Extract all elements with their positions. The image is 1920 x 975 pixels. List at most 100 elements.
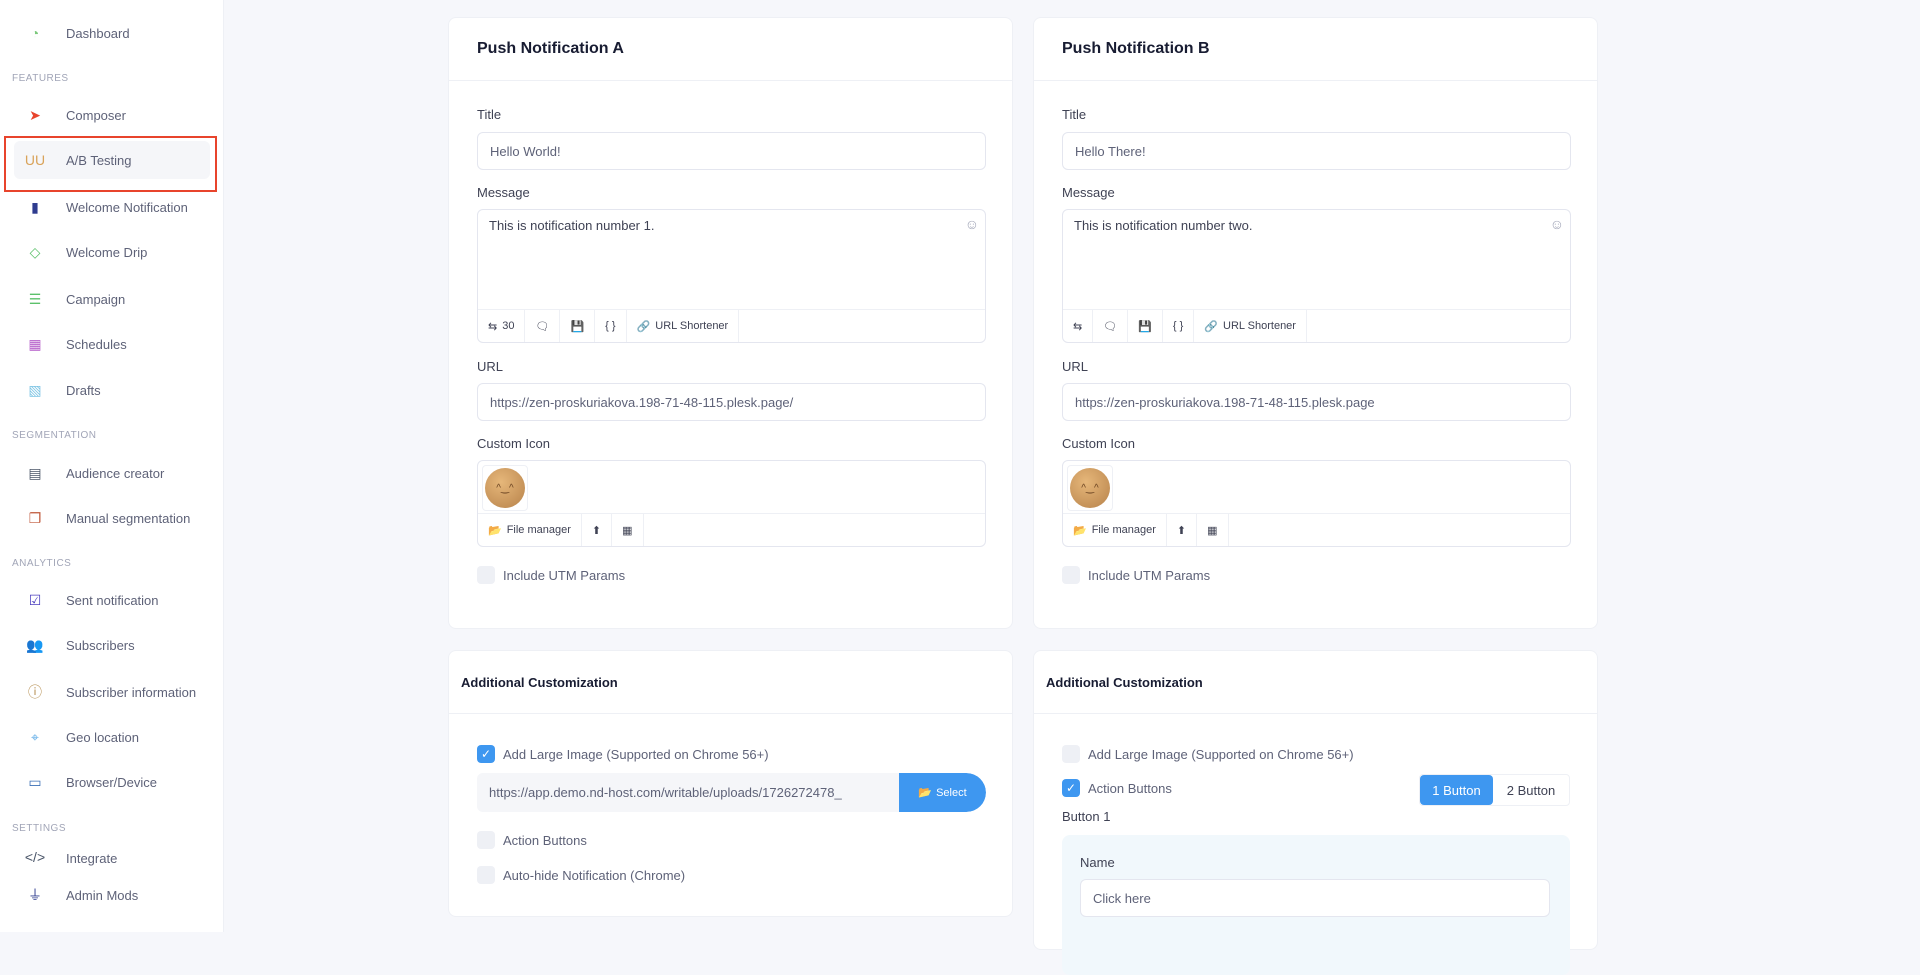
emoji-icon[interactable]: ☺ [1549,216,1564,232]
url-input[interactable]: https://zen-proskuriakova.198-71-48-115.… [477,383,986,421]
section-analytics: ANALYTICS [12,558,72,569]
browser-icon: ▭ [28,773,42,790]
segment-icon: ❐ [28,509,42,526]
sidebar-item-drafts[interactable]: ▧ Drafts [14,371,210,409]
sidebar-item-geo-location[interactable]: ⌖ Geo location [14,718,210,756]
comment-button[interactable]: 🗨 [1093,310,1129,342]
auto-hide-checkbox[interactable]: Auto-hide Notification (Chrome) [477,866,685,884]
sidebar-item-welcome-notification[interactable]: ▮ Welcome Notification [14,188,210,226]
title-input[interactable]: Hello World! [477,132,986,170]
additional-customization-a: Additional Customization ✓ Add Large Imag… [448,650,1013,917]
sidebar-item-welcome-drip[interactable]: ◇ Welcome Drip [14,233,210,271]
sidebar-item-label: Sent notification [66,592,159,608]
title-label: Title [477,107,502,122]
sidebar-item-campaign[interactable]: ☰ Campaign [14,280,210,318]
upload-button[interactable]: ⬆ [582,514,613,546]
upload-button[interactable]: ⬆ [1167,514,1198,546]
utm-label: Include UTM Params [503,567,626,583]
name-label: Name [1080,855,1115,870]
action-buttons-checkbox[interactable]: Action Buttons [477,831,587,849]
file-manager-button[interactable]: 📂 File manager [478,514,582,546]
large-image-url-input[interactable]: https://app.demo.nd-host.com/writable/up… [489,785,842,800]
comment-button[interactable]: 🗨 [525,310,561,342]
braces-icon: { } [605,320,616,332]
utm-checkbox[interactable]: Include UTM Params [1062,566,1210,584]
save-icon: 💾 [570,320,585,333]
grid-icon: ▦ [622,524,633,537]
check-icon[interactable]: ✓ [477,745,495,763]
message-textarea[interactable]: This is notification number two. ☺ ⇆ 🗨 💾… [1062,209,1571,343]
folder-icon: 📂 [918,787,933,799]
checkbox-box[interactable] [1062,566,1080,584]
title-input[interactable]: Hello There! [1062,132,1571,170]
url-shortener-button[interactable]: 🔗 URL Shortener [1194,310,1307,342]
sidebar-item-dashboard[interactable]: ◔ Dashboard [14,14,210,52]
link-icon: 🔗 [1204,320,1218,333]
sidebar-item-ab-testing[interactable]: UU A/B Testing [14,141,210,179]
audience-icon: ▤ [28,464,42,481]
gallery-button[interactable]: ▦ [612,514,644,546]
sidebar-item-label: Subscribers [66,637,135,653]
sidebar-item-label: Browser/Device [66,774,158,790]
file-manager-button[interactable]: 📂 File manager [1063,514,1167,546]
link-icon: 🔗 [636,320,651,333]
char-count-value: 30 [502,320,515,332]
url-input[interactable]: https://zen-proskuriakova.198-71-48-115.… [1062,383,1571,421]
button-1-label: Button 1 [1062,809,1111,824]
checkbox-box[interactable] [477,866,495,884]
button-name-input[interactable]: Click here [1080,879,1550,917]
select-button[interactable]: 📂 Select [899,773,986,812]
large-image-label: Add Large Image (Supported on Chrome 56+… [1088,746,1354,762]
check-icon[interactable]: ✓ [1062,779,1080,797]
sidebar-item-subscribers[interactable]: 👥 Subscribers [14,626,210,664]
action-buttons-label: Action Buttons [1088,780,1172,796]
users-icon: 👥 [26,636,44,653]
action-buttons-checkbox[interactable]: ✓ Action Buttons [1062,779,1172,797]
checklist-icon: ☑ [28,591,42,608]
section-title: Additional Customization [1034,651,1597,714]
variables-button[interactable]: { } [595,310,627,342]
url-shortener-button[interactable]: 🔗 URL Shortener [627,310,740,342]
sidebar-item-integrate[interactable]: </> Integrate [14,846,210,866]
checkbox-box[interactable] [1062,745,1080,763]
sidebar-item-audience-creator[interactable]: ▤ Audience creator [14,454,210,492]
sidebar-item-label: Admin Mods [66,887,139,903]
save-icon: 💾 [1138,320,1152,333]
sidebar-item-browser-device[interactable]: ▭ Browser/Device [14,763,210,801]
large-image-checkbox[interactable]: ✓ Add Large Image (Supported on Chrome 56… [477,745,769,763]
additional-customization-b: Additional Customization Add Large Image… [1033,650,1598,975]
door-icon: ▮ [31,198,39,215]
icon-preview[interactable]: ^‿^ [1067,465,1113,511]
message-label: Message [477,185,530,200]
sidebar-item-schedules[interactable]: ▦ Schedules [14,325,210,363]
large-image-checkbox[interactable]: Add Large Image (Supported on Chrome 56+… [1062,745,1354,763]
sidebar-item-label: Dashboard [66,25,130,41]
ab-test-tubes-icon: UU [24,152,46,168]
gallery-button[interactable]: ▦ [1197,514,1229,546]
save-button[interactable]: 💾 [560,310,596,342]
custom-icon-box: ^‿^ 📂 File manager ⬆ ▦ [1062,460,1571,547]
large-image-url-group: https://app.demo.nd-host.com/writable/up… [477,773,986,812]
checkbox-box[interactable] [477,831,495,849]
sidebar-item-sent-notification[interactable]: ☑ Sent notification [14,581,210,619]
two-button-option[interactable]: 2 Button [1506,782,1556,798]
sidebar-item-composer[interactable]: ➤ Composer [14,96,210,134]
file-manager-label: File manager [506,524,571,536]
sidebar-item-subscriber-information[interactable]: ⓘ Subscriber information [14,673,210,711]
save-button[interactable]: 💾 [1128,310,1163,342]
folder-icon: 📂 [1073,524,1087,537]
one-button-option[interactable]: 1 Button [1420,775,1493,805]
emoji-icon[interactable]: ☺ [964,216,979,232]
message-label: Message [1062,185,1115,200]
variables-button[interactable]: { } [1163,310,1195,342]
card-title: Push Notification A [449,18,1012,81]
utm-checkbox[interactable]: Include UTM Params [477,566,625,584]
icon-preview[interactable]: ^‿^ [482,465,528,511]
message-textarea[interactable]: This is notification number 1. ☺ ⇆ 30 🗨 💾… [477,209,986,343]
sidebar-item-label: Schedules [66,336,127,352]
sidebar-item-admin-mods[interactable]: ⏚ Admin Mods [14,876,210,914]
sidebar-item-manual-segmentation[interactable]: ❐ Manual segmentation [14,499,210,537]
section-title: Additional Customization [449,651,1012,714]
checkbox-box[interactable] [477,566,495,584]
message-text: This is notification number two. [1074,218,1253,233]
